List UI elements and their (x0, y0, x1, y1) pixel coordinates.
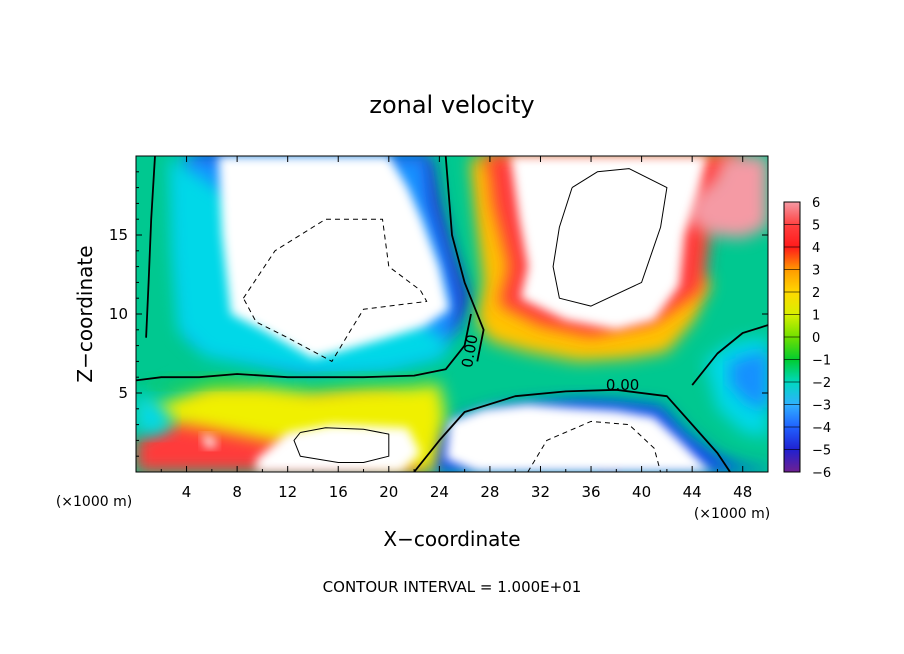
y-tick-label: 10 (109, 305, 128, 323)
zero-contour (444, 156, 485, 362)
chart-title: zonal velocity (369, 91, 534, 119)
colorbar-swatch (784, 224, 800, 248)
colorbar-label: −4 (812, 421, 831, 436)
colorbar-label: −2 (812, 376, 831, 391)
colorbar-swatch (784, 359, 800, 383)
x-tick-label: 8 (232, 483, 242, 501)
x-tick-label: 40 (632, 483, 651, 501)
colorbar-swatch (784, 269, 800, 293)
zero-contour (691, 324, 768, 386)
colorbar-label: −5 (812, 444, 831, 459)
x-unit-right: (×1000 m) (694, 506, 770, 522)
colorbar-swatch (784, 382, 800, 405)
y-axis-label: Z−coordinate (73, 245, 97, 382)
zero-contour (136, 313, 472, 382)
colorbar-swatch (784, 449, 800, 473)
colorbar-label: 6 (812, 196, 820, 211)
x-tick-label: 12 (278, 483, 297, 501)
x-tick-label: 4 (182, 483, 192, 501)
colorbar-label: 5 (812, 219, 820, 234)
colorbar-label: −1 (812, 354, 831, 369)
positive-contour (293, 427, 390, 463)
heatmap-field: 0.00 0.00 (136, 156, 768, 472)
colorbar-swatch (784, 404, 800, 428)
colorbar-label: −3 (812, 399, 831, 414)
x-tick-label: 48 (733, 483, 752, 501)
colorbar-label: 1 (812, 309, 820, 324)
colorbar-swatch (784, 292, 800, 315)
colorbar-swatch (784, 337, 800, 360)
x-unit-left: (×1000 m) (56, 494, 132, 510)
zero-contour (413, 388, 731, 472)
out-of-range-region (510, 156, 708, 330)
colorbar-swatch (784, 247, 800, 270)
colorbar-swatch (784, 202, 800, 225)
negative-contour (242, 218, 428, 362)
colorbar-label: 2 (812, 286, 820, 301)
x-tick-label: 24 (430, 483, 449, 501)
y-tick-label: 5 (118, 384, 128, 402)
x-tick-label: 44 (683, 483, 702, 501)
x-tick-label: 32 (531, 483, 550, 501)
out-of-range-region (201, 434, 219, 449)
field-region (730, 351, 768, 409)
colorbar-swatch (784, 427, 800, 450)
field-region (136, 393, 174, 435)
colorbar-swatch (784, 314, 800, 338)
x-axis: 4 8 12 16 20 24 28 32 36 40 44 48 (160, 156, 752, 501)
x-tick-label: 28 (480, 483, 499, 501)
colorbar: 6 5 4 3 2 1 0 −1 −2 −3 −4 −5 −6 (783, 196, 831, 481)
contour-interval-note: CONTOUR INTERVAL = 1.000E+01 (323, 578, 582, 596)
x-tick-label: 16 (329, 483, 348, 501)
out-of-range-region (218, 156, 450, 359)
positive-contour (552, 168, 668, 307)
zero-contour (145, 156, 156, 338)
y-tick-label: 15 (109, 226, 128, 244)
colorbar-label: 3 (812, 264, 820, 279)
colorbar-label: 4 (812, 241, 820, 256)
negative-contour (527, 420, 662, 472)
colorbar-label: −6 (812, 466, 831, 481)
x-axis-label: X−coordinate (383, 527, 520, 551)
colorbar-label: 0 (812, 331, 820, 346)
out-of-range-region (445, 404, 712, 472)
y-axis: 5 10 15 (109, 171, 768, 457)
x-tick-label: 20 (379, 483, 398, 501)
field-region (685, 156, 768, 239)
x-tick-label: 36 (581, 483, 600, 501)
contour-label: 0.00 (458, 333, 482, 369)
contour-label: 0.00 (606, 376, 639, 394)
